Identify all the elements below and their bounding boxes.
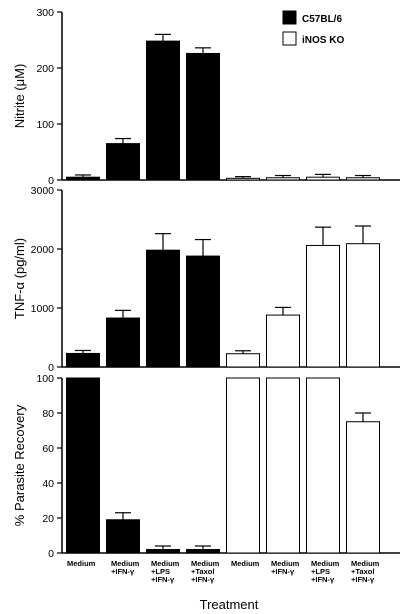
bar [186,549,220,554]
y-tick-label: 100 [36,119,54,131]
bar [66,377,100,554]
category-label: Medium [231,559,260,568]
category-label: Medium [351,559,380,568]
bar [146,249,180,368]
bar [226,177,260,181]
legend-swatch [282,10,297,25]
legend: C57BL/6 iNOS KO [282,10,344,46]
category-label: Medium [311,559,340,568]
bar [346,177,380,181]
bar [106,143,140,181]
y-tick-label: 60 [42,443,54,455]
legend-label: iNOS KO [302,35,344,46]
bar [226,353,260,368]
bar [266,377,300,554]
bar [146,40,180,181]
category-label: +Taxol [351,567,374,576]
panel-1: 0 100 200 300 Nitrite (μM) [12,7,400,187]
y-tick-label: 2000 [31,244,55,256]
category-label: Medium [191,559,220,568]
y-tick-label: 300 [36,7,54,19]
y-axis-title: Nitrite (μM) [12,64,27,129]
legend-label: C57BL/6 [302,14,342,25]
legend-swatch [282,31,297,46]
category-labels: Medium Medium+IFN-γMedium+LPS+IFN-γMedium… [67,559,380,584]
y-axis-title: TNF-α (pg/ml) [12,238,27,319]
category-label: +IFN-γ [351,575,375,584]
y-tick-label: 3000 [31,185,55,197]
bar [346,243,380,368]
y-tick-label: 0 [48,175,54,187]
bar [66,176,100,181]
category-label: +Taxol [191,567,214,576]
category-label: Medium [111,559,140,568]
category-label: +IFN-γ [191,575,215,584]
y-tick-label: 20 [42,513,54,525]
panel-3: 0 20 40 60 80 100 % Parasite Recovery [12,373,400,560]
bar [186,255,220,368]
bar [106,519,140,554]
category-label: Medium [151,559,180,568]
y-tick-label: 1000 [31,303,55,315]
category-label: Medium [271,559,300,568]
bar [146,549,180,554]
bar [266,314,300,368]
category-label: +LPS [311,567,330,576]
category-label: +IFN-γ [311,575,335,584]
bar [346,421,380,554]
bar [306,176,340,181]
category-label: +IFN-γ [271,567,295,576]
y-tick-label: 100 [36,373,54,385]
bar [306,377,340,554]
x-axis-title: Treatment [200,597,259,612]
bar [266,177,300,181]
bar [106,317,140,368]
y-tick-label: 200 [36,63,54,75]
panel-2: 0 1000 2000 3000 TNF-α (pg/ml) [12,185,400,374]
bar [226,377,260,554]
category-label: Medium [67,559,96,568]
category-label: +LPS [151,567,170,576]
category-label: +IFN-γ [111,567,135,576]
y-tick-label: 40 [42,478,54,490]
bar [186,52,220,181]
category-label: +IFN-γ [151,575,175,584]
y-tick-label: 0 [48,548,54,560]
y-axis-title: % Parasite Recovery [12,404,27,526]
y-tick-label: 0 [48,362,54,374]
bar [306,244,340,368]
y-tick-label: 80 [42,408,54,420]
bar [66,352,100,368]
